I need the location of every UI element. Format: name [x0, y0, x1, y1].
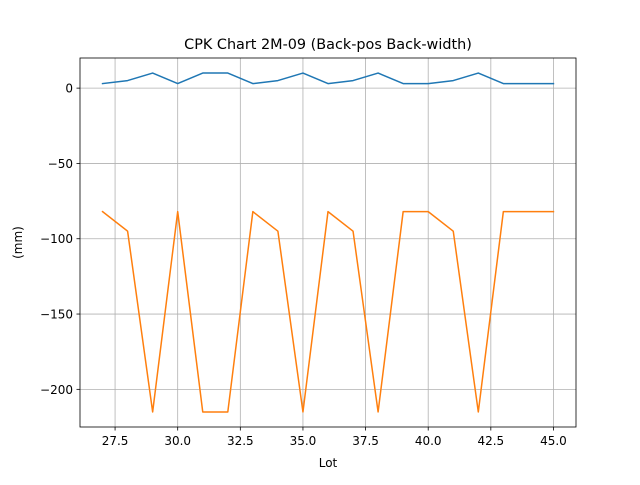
x-tick-label: 37.5 — [352, 434, 379, 448]
y-tick-label: −50 — [48, 157, 73, 171]
series-line-1 — [101, 72, 555, 85]
x-tick-label: 45.0 — [540, 434, 567, 448]
x-axis-label: Lot — [319, 456, 338, 470]
x-tick-label: 42.5 — [477, 434, 504, 448]
series-lines — [101, 72, 555, 413]
series-line-2 — [101, 210, 555, 413]
x-tick-label: 40.0 — [415, 434, 442, 448]
y-tick-label: −150 — [40, 308, 73, 322]
y-tick-label: −200 — [40, 383, 73, 397]
plot-frame — [79, 57, 577, 428]
x-tick-label: 35.0 — [290, 434, 317, 448]
x-tick-label: 30.0 — [164, 434, 191, 448]
x-tick-label: 27.5 — [102, 434, 129, 448]
y-tick-label: −100 — [40, 232, 73, 246]
chart-title: CPK Chart 2M-09 (Back-pos Back-width) — [184, 37, 472, 53]
y-tick-label: 0 — [65, 82, 73, 96]
y-axis-label: (mm) — [11, 226, 25, 259]
x-tick-label: 32.5 — [227, 434, 254, 448]
grid — [80, 58, 576, 427]
ticks: 27.5 30.0 32.5 35.0 37.5 40.0 42.5 45.0 0 −50 −100… — [40, 82, 567, 448]
